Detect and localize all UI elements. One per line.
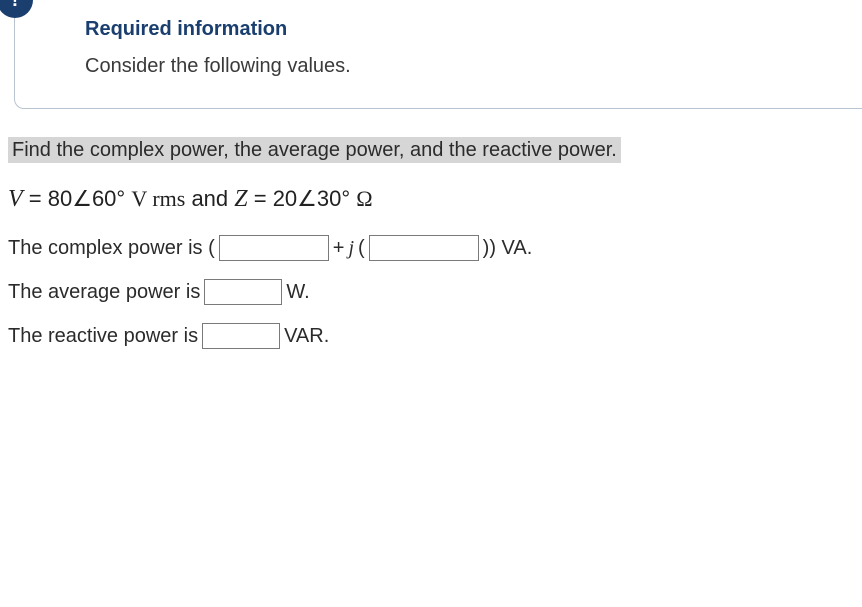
formula-v-eq: = 80∠60° [23, 186, 132, 211]
question-prompt-wrap: Find the complex power, the average powe… [8, 139, 854, 162]
required-info-title: Required information [85, 18, 842, 41]
complex-power-label: The complex power is ( [8, 237, 215, 260]
average-power-input[interactable] [204, 279, 282, 305]
complex-power-plus: + [333, 237, 345, 260]
required-info-text: Consider the following values. [85, 55, 842, 78]
complex-power-tail: )) VA. [483, 237, 533, 260]
alert-icon-glyph: ! [12, 0, 19, 12]
formula-z-eq: = 20∠30° [248, 186, 357, 211]
average-power-row: The average power is W. [8, 279, 854, 305]
formula-v-unit: V rms [131, 186, 185, 211]
formula-v-var: V [8, 186, 23, 212]
question-area: Find the complex power, the average powe… [0, 139, 862, 349]
complex-power-row: The complex power is ( + j ( )) VA. [8, 235, 854, 261]
complex-power-real-input[interactable] [219, 235, 329, 261]
reactive-power-label: The reactive power is [8, 325, 198, 348]
complex-power-open: ( [358, 237, 365, 260]
reactive-power-unit: VAR. [284, 325, 329, 348]
reactive-power-input[interactable] [202, 323, 280, 349]
complex-power-imag-input[interactable] [369, 235, 479, 261]
required-info-box: ! Required information Consider the foll… [14, 0, 862, 109]
formula-and: and [185, 186, 234, 211]
formula-z-unit: Ω [356, 186, 372, 211]
given-formula: V = 80∠60° V rms and Z = 20∠30° Ω [8, 186, 854, 213]
formula-z-var: Z [234, 186, 247, 212]
complex-power-j: j [348, 237, 354, 260]
average-power-unit: W. [286, 281, 309, 304]
average-power-label: The average power is [8, 281, 200, 304]
reactive-power-row: The reactive power is VAR. [8, 323, 854, 349]
question-prompt: Find the complex power, the average powe… [8, 137, 621, 163]
alert-icon: ! [0, 0, 33, 18]
